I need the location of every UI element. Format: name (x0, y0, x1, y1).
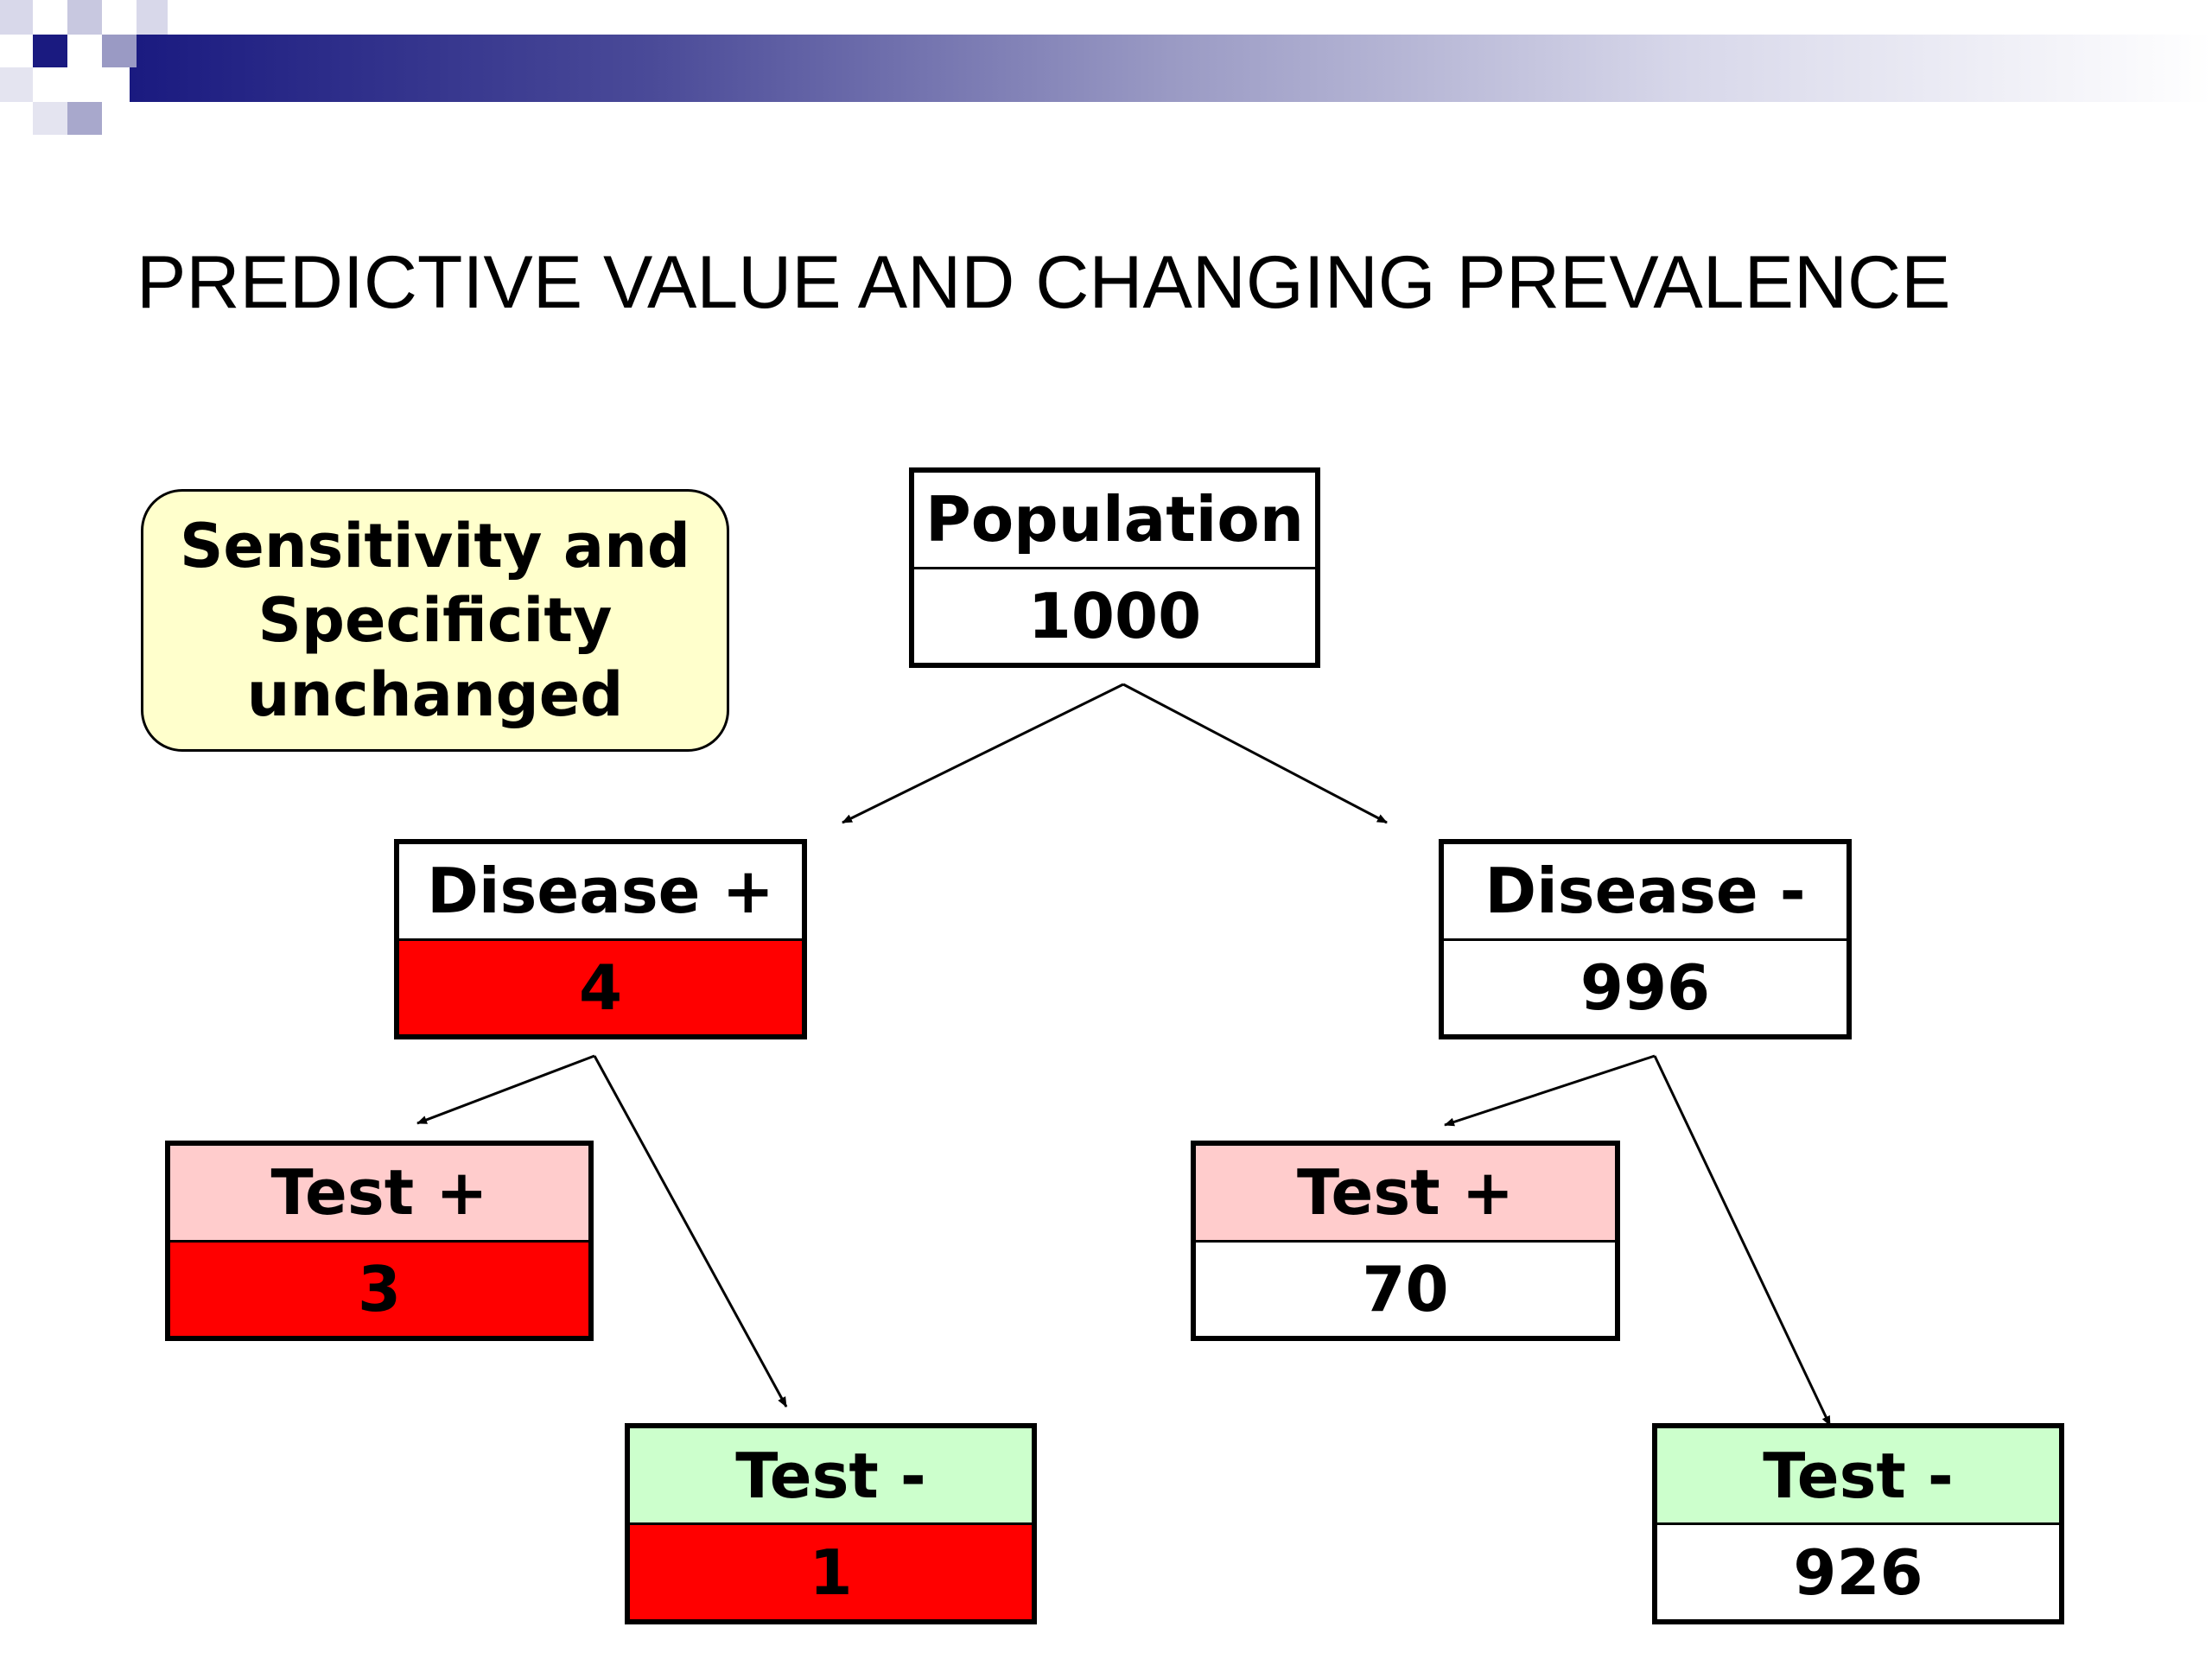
node-positive-test-negative: Test - 1 (625, 1423, 1037, 1624)
decor-square (67, 0, 102, 35)
node-population: Population 1000 (909, 467, 1320, 668)
decor-square (0, 0, 33, 35)
node-value: 996 (1444, 940, 1847, 1034)
node-label: Disease + (399, 844, 802, 941)
node-value: 926 (1657, 1525, 2059, 1619)
node-value: 70 (1196, 1242, 1615, 1336)
decor-square (67, 102, 102, 135)
node-label: Test + (1196, 1146, 1615, 1243)
note-line: unchanged (246, 659, 624, 730)
node-label: Test + (170, 1146, 588, 1243)
decor-square (137, 0, 168, 35)
arrow-population-to-disease-neg (1122, 683, 1388, 824)
note-line: Sensitivity and (179, 511, 691, 582)
node-label: Disease - (1444, 844, 1847, 941)
node-disease-positive: Disease + 4 (394, 839, 807, 1039)
node-label: Population (914, 473, 1315, 569)
header-gradient-band (130, 35, 2212, 102)
node-positive-test-positive: Test + 3 (165, 1141, 594, 1341)
decor-square (33, 102, 67, 135)
node-value: 1000 (914, 569, 1315, 663)
arrow-disease-neg-to-test-neg (1653, 1055, 1832, 1427)
node-negative-test-negative: Test - 926 (1652, 1423, 2064, 1624)
node-label: Test - (1657, 1428, 2059, 1525)
node-negative-test-positive: Test + 70 (1191, 1141, 1620, 1341)
arrow-disease-pos-to-test-pos (416, 1054, 595, 1125)
node-value: 4 (399, 940, 802, 1034)
decor-square (102, 35, 137, 67)
node-value: 1 (630, 1525, 1032, 1619)
decor-square (33, 35, 67, 67)
note-line: Specificity (257, 585, 613, 656)
arrow-population-to-disease-pos (842, 683, 1124, 824)
note-box: Sensitivity and Specificity unchanged (141, 489, 729, 752)
node-value: 3 (170, 1242, 588, 1336)
arrow-disease-neg-to-test-pos (1444, 1054, 1656, 1127)
header-decoration (0, 0, 2212, 138)
arrow-disease-pos-to-test-neg (593, 1055, 788, 1408)
slide-title: PREDICTIVE VALUE AND CHANGING PREVALENCE (137, 241, 1951, 324)
decor-square (0, 67, 33, 102)
node-disease-negative: Disease - 996 (1439, 839, 1852, 1039)
node-label: Test - (630, 1428, 1032, 1525)
